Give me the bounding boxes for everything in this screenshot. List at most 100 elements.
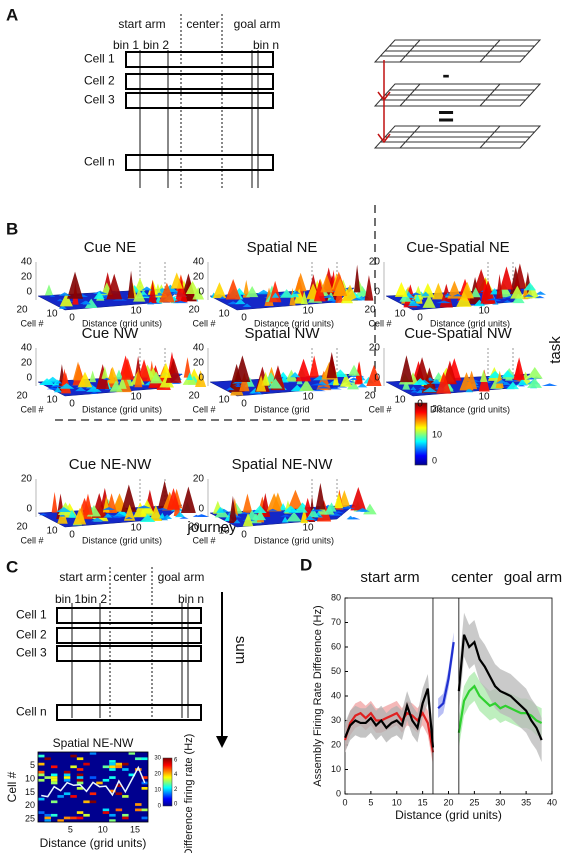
surface-peak	[242, 512, 254, 527]
heatmap-cell	[89, 752, 97, 755]
surface-peak	[253, 505, 267, 513]
surface-peak	[192, 287, 205, 300]
surface-peak	[158, 282, 175, 303]
heatmap-cell	[44, 813, 51, 817]
heatmap-cell	[96, 781, 103, 785]
cell-tick-label: 20	[188, 305, 200, 316]
surface-peak	[315, 482, 326, 510]
heatmap-cell	[115, 784, 123, 787]
surface-peak	[534, 291, 547, 295]
colorbar-tick-label: 30	[154, 756, 161, 762]
surface-peak	[534, 295, 545, 299]
surface-peak	[174, 511, 185, 518]
surface-peak	[160, 362, 172, 378]
plot-title: Cue NE	[84, 239, 137, 256]
surface-peak	[91, 517, 104, 522]
heatmap-cell	[122, 795, 129, 798]
cell-tick-label: 20	[16, 522, 28, 533]
heatmap-cell	[50, 800, 58, 804]
y-tick-label: 60	[331, 641, 341, 651]
sum-label: sum	[232, 636, 249, 664]
surface-peak	[407, 301, 421, 307]
surface-peak	[166, 488, 181, 510]
cell-row	[56, 607, 202, 624]
colorbar-tick-label: 2	[174, 787, 178, 793]
cell-tick-label: 20	[188, 391, 200, 402]
surface-peak	[349, 377, 359, 381]
distance-axis-label: Distance (grid units)	[254, 535, 334, 545]
cell-tick-label: 10	[394, 395, 406, 406]
cell-label: Cell 1	[16, 608, 47, 622]
surface-peak	[320, 273, 334, 293]
heatmap-cell	[135, 757, 142, 761]
surface-peak	[323, 294, 335, 298]
cell-axis-label: Cell #	[192, 404, 215, 414]
x-tick-label: 25	[469, 797, 479, 807]
surface-peak	[83, 493, 93, 515]
distance-axis-label: Distance (grid	[254, 404, 310, 414]
heatmap-cell	[89, 792, 97, 796]
surface-peak	[38, 513, 48, 516]
cell-tick-label: 20	[188, 522, 200, 533]
z-tick-label: 20	[21, 474, 33, 485]
region-label: goal arm	[158, 570, 205, 584]
surface-peak	[58, 292, 71, 296]
colorbar	[414, 402, 428, 466]
z-tick-label: 0	[198, 504, 204, 515]
surface-peak	[510, 285, 525, 299]
cell-axis-label: Cell #	[368, 318, 391, 328]
distance-axis-label: Distance (grid units)	[82, 404, 162, 414]
surface-peak	[180, 486, 196, 514]
surface-peak	[350, 297, 363, 301]
plot-title: Spatial NE	[247, 239, 318, 256]
heatmap-cell	[102, 808, 110, 812]
surface-peak	[506, 381, 520, 390]
surface-peak	[430, 379, 443, 384]
heatmap-cell	[76, 773, 84, 777]
surface-peak	[123, 504, 136, 521]
surface-peak	[219, 296, 226, 299]
heatmap-cell	[76, 811, 84, 814]
bin-label: bin 2	[81, 592, 107, 606]
surface-peak	[44, 284, 54, 296]
surface-peak	[420, 291, 431, 297]
distance-tick-label: 10	[302, 306, 314, 317]
surface-peak	[527, 377, 543, 388]
surface-peak	[146, 301, 155, 305]
y-tick-label: 20	[331, 739, 341, 749]
distance-tick-label: 10	[130, 392, 142, 403]
surface-peak	[111, 513, 127, 517]
heatmap-cell	[115, 792, 123, 796]
y-tick-label: 50	[331, 666, 341, 676]
heatmap-cell	[109, 768, 116, 771]
surface-peak	[56, 506, 72, 513]
cell-tick-label: 20	[16, 391, 28, 402]
surface-peak	[266, 493, 282, 512]
surface-peak	[185, 281, 200, 294]
heatmap-cell	[38, 778, 45, 782]
surface-peak	[246, 286, 259, 298]
cell-tick-label: 10	[46, 526, 58, 537]
surface-peak	[254, 510, 266, 521]
surface-peak	[249, 388, 262, 394]
y-tick-label: 25	[25, 814, 35, 824]
cell-axis-label: Cell #	[20, 318, 43, 328]
surface-peak	[103, 513, 113, 518]
surface-peak	[282, 505, 299, 513]
surface-peak	[233, 383, 243, 386]
cell-axis-label: Cell #	[192, 318, 215, 328]
heatmap-cell	[109, 776, 116, 779]
heatmap-cell	[83, 813, 90, 817]
heatmap-cell	[63, 773, 71, 777]
plot-title: Cue-Spatial NE	[406, 239, 509, 256]
heatmap-cell	[141, 816, 148, 820]
plot-title: Spatial NW	[244, 325, 320, 342]
bin-label: bin 1	[55, 592, 81, 606]
heatmap-cell	[109, 765, 116, 769]
bin-label: bin n	[253, 38, 279, 52]
x-axis-label: Distance (grid units)	[40, 836, 147, 850]
surface-peak	[148, 279, 157, 304]
region-label: center	[186, 17, 219, 31]
surface-peak	[422, 387, 438, 393]
cell-row	[56, 704, 202, 721]
